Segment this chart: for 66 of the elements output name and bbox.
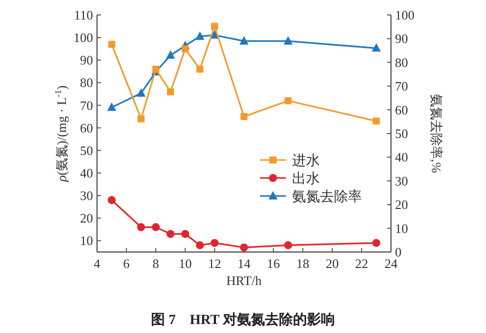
point: [284, 241, 292, 250]
point: [195, 31, 204, 40]
y2-tick-label: 10: [395, 220, 408, 236]
point: [372, 43, 381, 52]
y2-tick-label: 30: [395, 173, 408, 188]
y2-tick-label: 70: [395, 78, 408, 94]
caption: 图 7 HRT 对氨氮去除的影响: [151, 312, 335, 328]
y-tick-label: 20: [80, 210, 93, 226]
y2-axis-title: 氨氮去除率,%: [429, 94, 444, 174]
x-tick-label: 24: [384, 256, 398, 271]
point: [108, 40, 116, 48]
y2-tick-label: 100: [395, 8, 414, 22]
point: [166, 50, 175, 59]
point: [107, 102, 116, 111]
point: [240, 36, 248, 45]
point: [210, 238, 219, 247]
y2-tick-label: 80: [395, 54, 408, 70]
x-tick-label: 8: [152, 256, 160, 271]
y-tick-label: 30: [80, 188, 93, 204]
point: [240, 243, 248, 252]
legend-label: 出水: [292, 171, 320, 187]
y2-tick-label: 90: [395, 31, 408, 46]
y2-tick-label: 50: [395, 126, 408, 141]
y2-tick-label: 20: [395, 197, 408, 212]
point: [372, 118, 380, 125]
legend-label: 氨氮去除率: [292, 189, 362, 205]
y-tick-label: 70: [80, 98, 93, 113]
y-tick-label: 60: [80, 120, 93, 136]
x-tick-label: 6: [123, 256, 130, 271]
point: [196, 241, 204, 250]
y-tick-label: 50: [80, 142, 93, 158]
point: [136, 88, 146, 97]
y-tick-label: 100: [74, 30, 93, 46]
point: [372, 238, 380, 247]
legend-label: 进水: [292, 153, 320, 169]
x-tick-label: 12: [208, 256, 222, 271]
x-tick-label: 16: [266, 256, 280, 271]
point: [284, 36, 293, 45]
x-tick-label: 20: [326, 256, 339, 271]
x-tick-label: 22: [355, 256, 368, 271]
point: [284, 97, 292, 104]
point: [152, 66, 160, 73]
point: [108, 196, 116, 204]
y2-tick-label: 0: [395, 244, 402, 260]
point: [167, 88, 174, 96]
x-tick-label: 10: [178, 256, 192, 271]
point: [152, 223, 160, 232]
y-tick-label: 40: [80, 166, 93, 180]
point: [182, 45, 189, 52]
point: [138, 115, 145, 122]
x-tick-label: 14: [238, 256, 251, 271]
y2-tick-label: 40: [395, 150, 408, 165]
y-tick-label: 90: [80, 52, 93, 68]
point: [211, 22, 218, 30]
y-tick-label: 110: [74, 8, 93, 22]
point: [196, 66, 204, 73]
point: [240, 113, 248, 120]
x-tick-label: 18: [296, 256, 310, 271]
point: [137, 223, 146, 232]
x-tick-label: 4: [94, 256, 101, 271]
point: [181, 230, 190, 238]
x-axis-title: HRT/h: [226, 273, 262, 288]
y-tick-label: 80: [80, 75, 93, 90]
y2-tick-label: 60: [395, 102, 408, 118]
y-tick-label: 10: [80, 233, 93, 248]
point: [166, 230, 174, 238]
